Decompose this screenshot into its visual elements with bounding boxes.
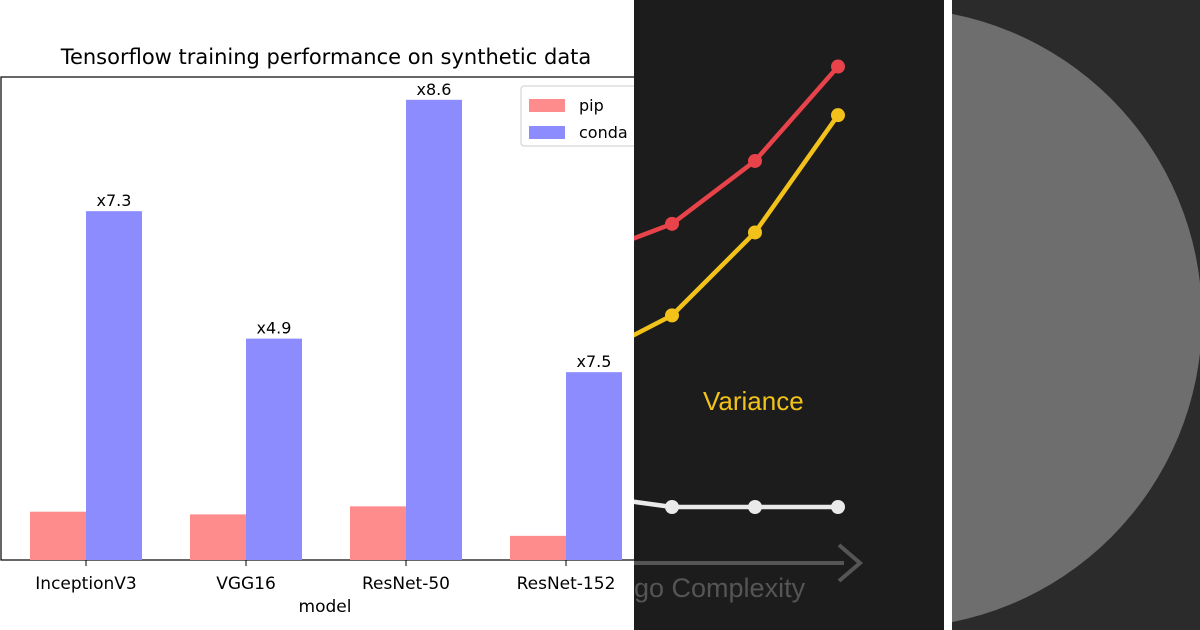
- series-point: [665, 500, 679, 514]
- x-tick-label: InceptionV3: [35, 574, 136, 594]
- conda-bar: [406, 99, 462, 560]
- pip-bar: [350, 506, 406, 560]
- ratio-label: x8.6: [417, 80, 452, 99]
- panel-divider: [944, 0, 952, 630]
- series-point: [831, 59, 845, 74]
- x-axis-label: model: [299, 597, 352, 617]
- variance-annotation: Variance: [703, 386, 804, 416]
- pip-bar: [30, 511, 86, 560]
- series-point: [748, 153, 762, 168]
- series-line: [634, 499, 838, 510]
- x-tick-label: ResNet-50: [362, 574, 450, 594]
- series-point: [665, 216, 679, 231]
- conda-bar: [246, 338, 302, 560]
- plot-area: InceptionV3 VGG16 ResNet-50 ResNet-152 x7.3 x…: [0, 76, 634, 594]
- x-axis-arrow-head: [837, 543, 864, 583]
- conda-legend-swatch: [529, 126, 565, 139]
- pip-bar: [190, 514, 246, 560]
- bar-chart-panel: Tensorflow training performance on synth…: [0, 45, 634, 617]
- series-point: [748, 225, 762, 240]
- line-chart: Variance lgo Complexity: [634, 59, 864, 603]
- ratio-label: x4.9: [257, 319, 292, 338]
- x-axis-label: lgo Complexity: [634, 573, 806, 603]
- series-point: [665, 308, 679, 323]
- circle-graphic: [952, 13, 1200, 623]
- conda-bar: [86, 211, 142, 560]
- chart-title: Tensorflow training performance on synth…: [60, 45, 592, 69]
- line-plot-area: [634, 59, 845, 514]
- series-point: [831, 108, 845, 123]
- pip-legend-label: pip: [579, 96, 604, 115]
- conda-bar: [566, 372, 622, 560]
- series-point: [831, 500, 845, 514]
- circle-panel: [952, 0, 1200, 630]
- ratio-label: x7.5: [577, 352, 612, 371]
- series-point: [748, 500, 762, 514]
- plot-frame: [0, 76, 634, 561]
- x-tick-label: VGG16: [216, 574, 276, 594]
- pip-bar: [510, 535, 566, 560]
- series-line: [634, 113, 840, 338]
- x-tick-label: ResNet-152: [517, 574, 616, 594]
- large-circle: [952, 13, 1200, 623]
- ratio-label: x7.3: [97, 191, 132, 210]
- conda-legend-label: conda: [579, 123, 628, 142]
- line-chart-panel: Variance lgo Complexity: [634, 0, 944, 630]
- bar-chart: Tensorflow training performance on synth…: [0, 45, 634, 617]
- series-line: [634, 65, 840, 241]
- pip-legend-swatch: [529, 99, 565, 112]
